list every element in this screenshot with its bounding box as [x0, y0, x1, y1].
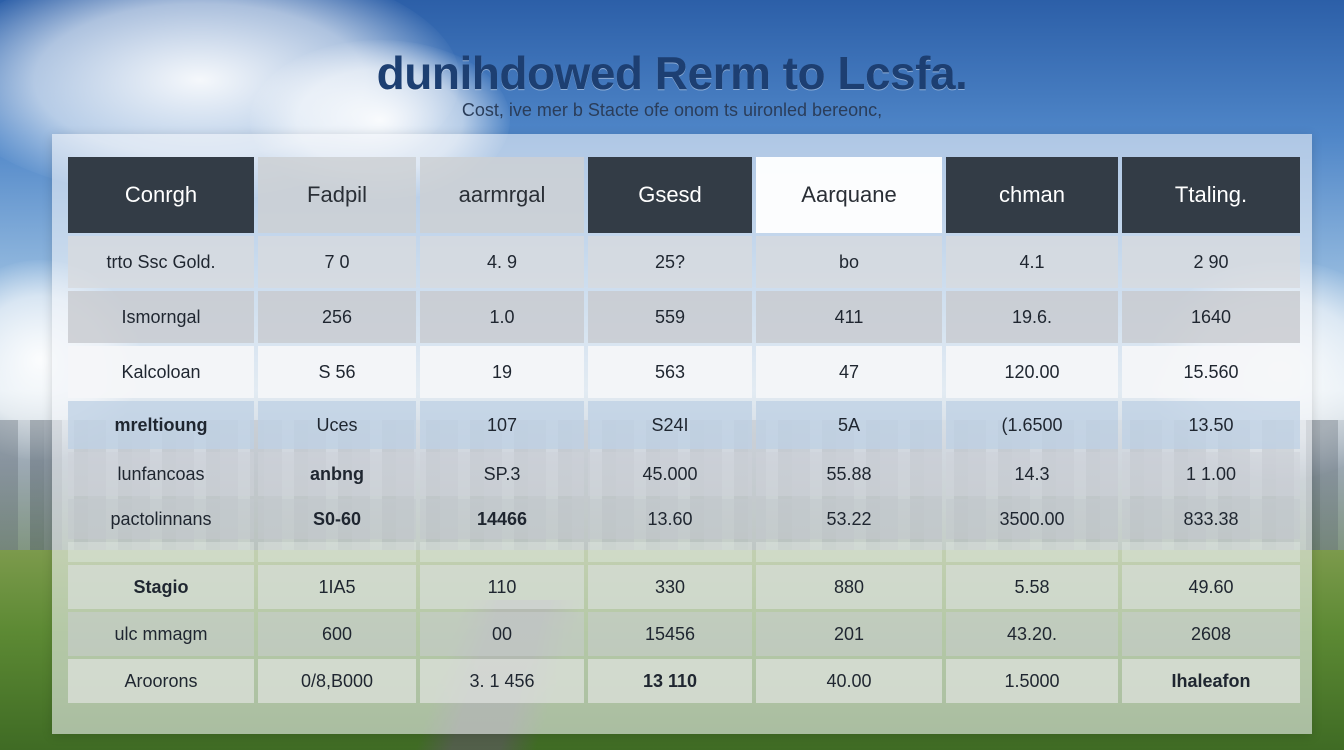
table-cell: 1.5000 [946, 659, 1118, 703]
comparison-table: Conrgh Fadpil aarmrgal Gsesd Aarquane ch… [64, 154, 1304, 706]
table-cell: S 56 [258, 346, 416, 398]
table-cell: 15.560 [1122, 346, 1300, 398]
table-cell: 14466 [420, 499, 584, 539]
table-cell: 4.1 [946, 236, 1118, 288]
table-cell: 330 [588, 565, 752, 609]
row-label: Ismorngal [68, 291, 254, 343]
table-cell: 40.00 [756, 659, 942, 703]
empty-cell [1122, 542, 1300, 562]
table-cell: 19 [420, 346, 584, 398]
table-row: Ismorngal 256 1.0 559 411 19.6. 1640 [68, 291, 1300, 343]
empty-cell [756, 542, 942, 562]
table-cell: S0-60 [258, 499, 416, 539]
table-cell: 00 [420, 612, 584, 656]
table-cell: 256 [258, 291, 416, 343]
row-label: trto Ssc Gold. [68, 236, 254, 288]
table-cell: 47 [756, 346, 942, 398]
table-cell: 19.6. [946, 291, 1118, 343]
table-row: Kalcoloan S 56 19 563 47 120.00 15.560 [68, 346, 1300, 398]
empty-cell [68, 542, 254, 562]
table-cell: 5A [756, 401, 942, 449]
table-cell: 107 [420, 401, 584, 449]
page-subtitle: Cost, ive mer b Stacte ofe onom ts uiron… [461, 100, 883, 120]
table-cell: 13.60 [588, 499, 752, 539]
table-cell: 13.50 [1122, 401, 1300, 449]
table-cell: (1.6500 [946, 401, 1118, 449]
table-cell: 15456 [588, 612, 752, 656]
column-header: Ttaling. [1122, 157, 1300, 233]
table-cell: 600 [258, 612, 416, 656]
empty-cell [588, 542, 752, 562]
table-cell: 55.88 [756, 452, 942, 496]
row-label: lunfancoas [68, 452, 254, 496]
row-label: ulc mmagm [68, 612, 254, 656]
table-cell: 45.000 [588, 452, 752, 496]
table-row: trto Ssc Gold. 7 0 4. 9 25? bo 4.1 2 90 [68, 236, 1300, 288]
table-cell: anbng [258, 452, 416, 496]
table-cell: 1IA5 [258, 565, 416, 609]
table-cell: 53.22 [756, 499, 942, 539]
row-label: Kalcoloan [68, 346, 254, 398]
table-panel: Conrgh Fadpil aarmrgal Gsesd Aarquane ch… [52, 134, 1312, 734]
empty-cell [946, 542, 1118, 562]
table-cell: 880 [756, 565, 942, 609]
table-cell: 14.3 [946, 452, 1118, 496]
table-cell: 201 [756, 612, 942, 656]
empty-cell [258, 542, 416, 562]
column-header: Gsesd [588, 157, 752, 233]
row-label: pactolinnans [68, 499, 254, 539]
table-row: Aroorons 0/8,B000 3. 1 456 13 110 40.00 … [68, 659, 1300, 703]
table-header-row: Conrgh Fadpil aarmrgal Gsesd Aarquane ch… [68, 157, 1300, 233]
column-header: Fadpil [258, 157, 416, 233]
table-cell: 3. 1 456 [420, 659, 584, 703]
table-row: ulc mmagm 600 00 15456 201 43.20. 2608 [68, 612, 1300, 656]
table-cell: S24I [588, 401, 752, 449]
table-cell: 3500.00 [946, 499, 1118, 539]
table-cell: 110 [420, 565, 584, 609]
table-cell: 49.60 [1122, 565, 1300, 609]
table-row: pactolinnans S0-60 14466 13.60 53.22 350… [68, 499, 1300, 539]
column-header: Aarquane [756, 157, 942, 233]
table-cell: 120.00 [946, 346, 1118, 398]
row-label: Stagio [68, 565, 254, 609]
table-cell: 4. 9 [420, 236, 584, 288]
table-cell: 2 90 [1122, 236, 1300, 288]
table-cell: 559 [588, 291, 752, 343]
page-title: dunihdowed Rerm to Lcsfa. [376, 47, 968, 99]
table-cell: Uces [258, 401, 416, 449]
table-cell: 0/8,B000 [258, 659, 416, 703]
table-cell: bo [756, 236, 942, 288]
column-header: chman [946, 157, 1118, 233]
row-label: mreltioung [68, 401, 254, 449]
table-cell: 5.58 [946, 565, 1118, 609]
table-cell: 833.38 [1122, 499, 1300, 539]
table-row: Stagio 1IA5 110 330 880 5.58 49.60 [68, 565, 1300, 609]
table-cell: Ihaleafon [1122, 659, 1300, 703]
table-cell: 1.0 [420, 291, 584, 343]
table-row: mreltioung Uces 107 S24I 5A (1.6500 13.5… [68, 401, 1300, 449]
table-cell: 411 [756, 291, 942, 343]
table-cell: 1 1.00 [1122, 452, 1300, 496]
table-row: lunfancoas anbng SP.3 45.000 55.88 14.3 … [68, 452, 1300, 496]
column-header: aarmrgal [420, 157, 584, 233]
table-cell: 1640 [1122, 291, 1300, 343]
column-header: Conrgh [68, 157, 254, 233]
table-cell: 13 110 [588, 659, 752, 703]
table-cell: 563 [588, 346, 752, 398]
table-spacer-row [68, 542, 1300, 562]
table-cell: 7 0 [258, 236, 416, 288]
table-cell: 25? [588, 236, 752, 288]
empty-cell [420, 542, 584, 562]
table-cell: SP.3 [420, 452, 584, 496]
table-cell: 2608 [1122, 612, 1300, 656]
table-cell: 43.20. [946, 612, 1118, 656]
row-label: Aroorons [68, 659, 254, 703]
